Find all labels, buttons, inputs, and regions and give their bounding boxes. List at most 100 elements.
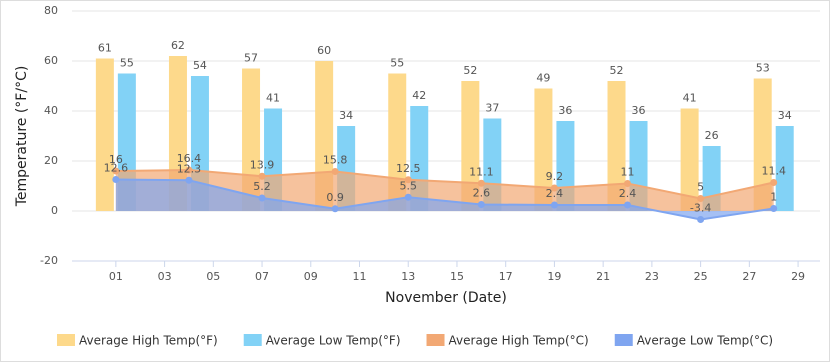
y-tick-label: 0	[51, 204, 58, 217]
x-tick-label: 15	[450, 270, 464, 283]
data-label: 9.2	[546, 170, 564, 183]
data-label: 2.6	[473, 187, 491, 200]
data-label: 34	[778, 109, 792, 122]
data-label: 11.4	[761, 165, 786, 178]
point	[258, 194, 266, 202]
legend-item: Average Low Temp(°F)	[243, 334, 401, 348]
data-label: 5	[697, 181, 704, 194]
data-label: -3.4	[690, 202, 711, 215]
data-label: 2.4	[546, 187, 564, 200]
point	[770, 179, 778, 186]
data-label: 12.5	[396, 162, 421, 175]
data-label: 61	[98, 42, 112, 55]
legend-label: Average Low Temp(°C)	[637, 334, 773, 348]
legend-swatch	[614, 334, 633, 346]
data-label: 57	[244, 52, 258, 65]
point	[624, 180, 632, 187]
legend-item: Average High Temp(°C)	[426, 334, 589, 348]
point	[697, 216, 705, 223]
x-tick-label: 09	[304, 270, 318, 283]
x-axis-title: November (Date)	[385, 290, 507, 306]
point	[477, 201, 485, 208]
point	[112, 167, 120, 175]
point	[331, 168, 339, 175]
data-label: 53	[756, 62, 770, 75]
x-tick-label: 17	[499, 270, 513, 283]
y-tick-label: 20	[44, 154, 58, 167]
data-label: 1	[770, 191, 777, 204]
legend-label: Average Low Temp(°F)	[266, 334, 401, 348]
y-tick-label: 80	[44, 4, 58, 17]
data-label: 36	[558, 104, 572, 117]
point	[112, 176, 120, 183]
x-tick-label: 21	[596, 270, 610, 283]
point	[770, 205, 778, 212]
legend-label: Average High Temp(°F)	[79, 334, 218, 348]
data-label: 5.2	[253, 180, 271, 193]
data-label: 2.4	[619, 187, 637, 200]
line	[115, 168, 774, 200]
y-axis-title: Temperature (°F/°C)	[14, 66, 30, 208]
data-label: 26	[705, 129, 719, 142]
data-label: 54	[193, 59, 207, 72]
point	[697, 195, 705, 202]
legend-item: Average High Temp(°F)	[56, 334, 218, 348]
data-label: 16.4	[177, 152, 202, 165]
data-label: 13.9	[250, 158, 275, 171]
x-tick-label: 25	[694, 270, 708, 283]
data-label: 49	[536, 72, 550, 85]
x-tick-label: 05	[206, 270, 220, 283]
data-label: 36	[632, 104, 646, 117]
data-label: 34	[339, 109, 353, 122]
y-tick-label: 60	[44, 54, 58, 67]
legend-label: Average High Temp(°C)	[449, 334, 589, 348]
x-tick-label: 03	[158, 270, 172, 283]
point	[550, 184, 558, 192]
bar	[95, 58, 114, 211]
data-label: 41	[683, 92, 697, 105]
x-tick-label: 19	[547, 270, 561, 283]
data-label: 12.3	[177, 162, 202, 175]
line	[115, 178, 774, 221]
data-label: 15.8	[323, 154, 348, 167]
data-label: 60	[317, 44, 331, 57]
bar	[680, 108, 699, 211]
x-tick-label: 11	[353, 270, 367, 283]
x-tick-label: 23	[645, 270, 659, 283]
data-label: 55	[120, 57, 134, 70]
data-label: 42	[412, 89, 426, 102]
x-tick-label: 29	[791, 270, 805, 283]
x-tick-label: 01	[109, 270, 123, 283]
point	[331, 205, 339, 213]
point	[477, 179, 485, 187]
area	[115, 179, 774, 220]
data-label: 16	[109, 153, 123, 166]
legend-swatch	[426, 334, 445, 346]
point	[550, 201, 558, 209]
point	[624, 201, 632, 209]
x-tick-label: 07	[255, 270, 269, 283]
y-tick-label: 40	[44, 104, 58, 117]
legend-item: Average Low Temp(°C)	[614, 334, 773, 348]
data-label: 37	[485, 102, 499, 115]
legend-swatch	[243, 334, 262, 346]
point	[404, 176, 412, 184]
bar	[607, 81, 626, 211]
bar	[461, 81, 480, 211]
data-label: 11	[621, 166, 635, 179]
data-label: 41	[266, 92, 280, 105]
data-label: 0.9	[326, 191, 344, 204]
data-label: 55	[390, 57, 404, 70]
data-label: 52	[610, 64, 624, 77]
point	[258, 172, 266, 180]
x-tick-label: 27	[742, 270, 756, 283]
bar	[753, 78, 772, 211]
legend-swatch	[56, 334, 75, 346]
point	[185, 176, 193, 184]
x-tick-label: 13	[401, 270, 415, 283]
point	[404, 193, 412, 201]
bar	[388, 73, 407, 211]
point	[185, 166, 193, 174]
bar	[534, 88, 553, 211]
data-label: 12.6	[104, 162, 129, 175]
